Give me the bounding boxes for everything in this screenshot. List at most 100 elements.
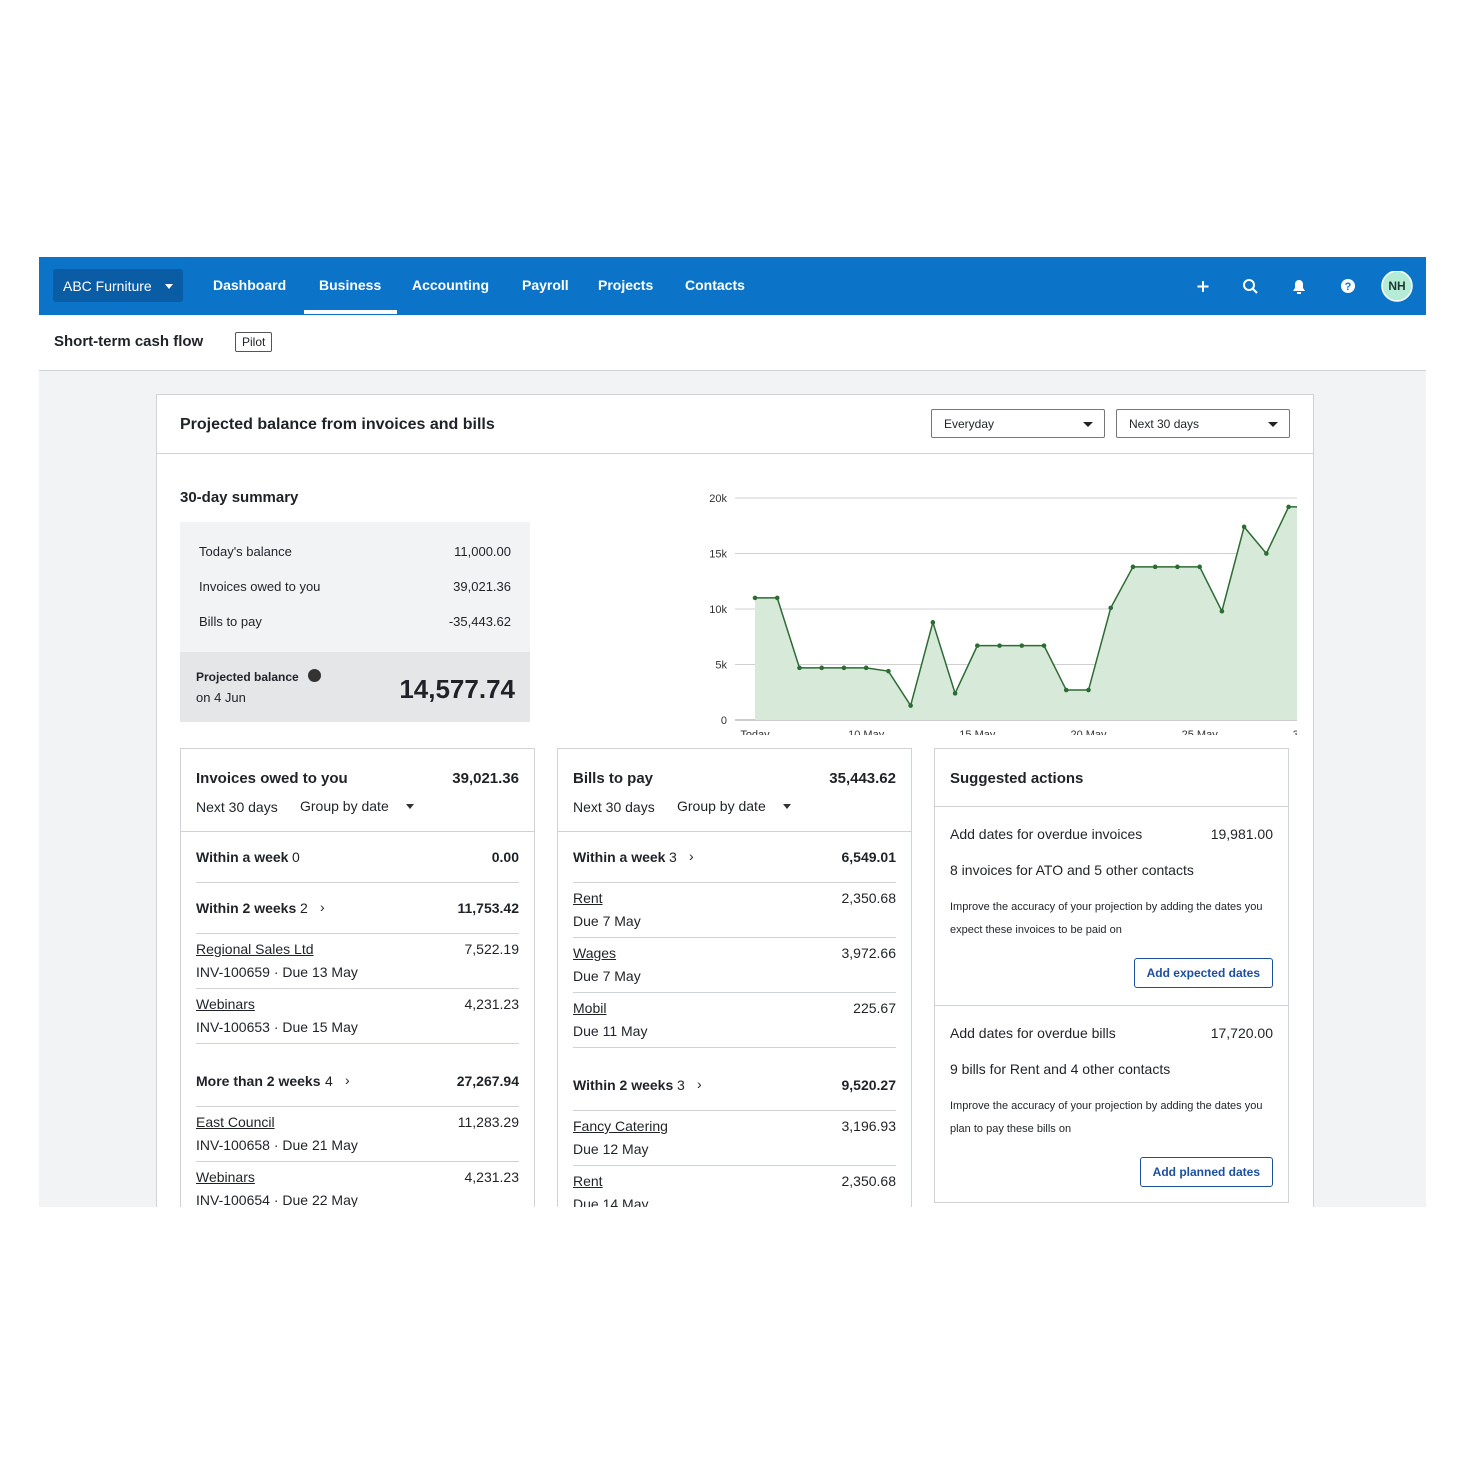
point	[1197, 564, 1202, 570]
app: ABC Furniture ? NH Dashboard Business Acco…	[39, 257, 1426, 1207]
chevron: ›	[345, 1072, 350, 1088]
group-label: Within a week	[573, 849, 666, 865]
point	[863, 665, 869, 671]
item-name[interactable]: Fancy Catering	[573, 1118, 668, 1134]
point	[1241, 524, 1247, 530]
group-row[interactable]: Within a week 3 › 6,549.01	[573, 832, 896, 883]
page-title: Short-term cash flow	[54, 333, 204, 350]
nav-item[interactable]: Payroll	[522, 277, 569, 293]
point	[819, 665, 824, 671]
projected-label: Projected balance	[196, 670, 299, 684]
summary-label: Today's balance	[199, 544, 292, 559]
point	[1086, 687, 1091, 693]
search-icon[interactable]	[1243, 279, 1258, 294]
action-description: Improve the accuracy of your projection …	[950, 901, 1263, 936]
group-row[interactable]: More than 2 weeks 4 › 27,267.94	[196, 1044, 519, 1107]
group-count: 4	[325, 1073, 333, 1089]
item-detail: INV-100658 · Due 21 May	[196, 1137, 358, 1153]
item-name[interactable]: Mobil	[573, 1000, 607, 1016]
item-name[interactable]: Regional Sales Ltd	[196, 941, 314, 957]
bell-icon[interactable]	[1293, 280, 1305, 294]
item-detail: INV-100653 · Due 15 May	[196, 1019, 358, 1035]
point	[1019, 643, 1025, 648]
item-name[interactable]: Rent	[573, 1173, 603, 1189]
avatar[interactable]	[1381, 271, 1413, 302]
group-total: 11,753.42	[457, 900, 519, 916]
summary-box: Projected balance on 4 Jun 14,577.74 Tod…	[180, 522, 530, 722]
item-detail: Due 7 May	[573, 913, 641, 929]
caret	[406, 804, 414, 813]
frequency-dropdown[interactable]: Everyday	[931, 409, 1105, 438]
group-by[interactable]: Group by date	[677, 798, 766, 814]
projected-date: on 4 Jun	[196, 690, 246, 705]
action-title: Add dates for overdue bills	[950, 1025, 1116, 1041]
pilot-badge: Pilot	[235, 332, 273, 352]
invoices-panel: Invoices owed to you 39,021.36 Next 30 day…	[180, 748, 535, 1207]
item-amount: 225.67	[853, 1000, 896, 1016]
group-total: 9,520.27	[841, 1077, 897, 1093]
group-total: 6,549.01	[841, 849, 897, 865]
point	[975, 643, 980, 648]
org-switcher[interactable]: ABC Furniture	[53, 269, 183, 302]
item-detail: INV-100654 · Due 22 May	[196, 1192, 358, 1207]
area	[755, 506, 1297, 720]
summary-value: 39,021.36	[453, 579, 511, 594]
action-amount: 19,981.00	[1210, 826, 1273, 842]
nav-item[interactable]: Projects	[598, 277, 654, 293]
point	[752, 595, 758, 601]
point	[997, 643, 1002, 648]
group-by[interactable]: Group by date	[300, 798, 389, 814]
action-title: Add dates for overdue invoices	[950, 826, 1143, 842]
group-label: Within 2 weeks	[573, 1077, 674, 1093]
info-icon[interactable]	[308, 669, 321, 682]
point	[841, 665, 847, 671]
active-underline	[304, 310, 397, 314]
summary-value: 11,000.00	[454, 544, 511, 559]
item-name[interactable]: Webinars	[196, 996, 255, 1012]
nav-item[interactable]: Dashboard	[213, 277, 287, 293]
group-label: Within 2 weeks	[196, 900, 297, 916]
help-icon[interactable]	[1341, 279, 1355, 293]
item-name[interactable]: Rent	[573, 890, 603, 906]
y-tick-label: 5k	[715, 660, 727, 672]
panel-header: Invoices owed to you 39,021.36 Next 30 day…	[181, 749, 534, 832]
balance-chart: 0 5k 10k 15k 20k Today 10 May 15 May 20 May 25 Ma…	[709, 493, 1297, 735]
panel-title: Bills to pay	[573, 770, 654, 787]
panel-total: 35,443.62	[829, 770, 896, 787]
item-row: Webinars INV-100653 · Due 15 May 4,231.23	[196, 989, 519, 1044]
action-button[interactable]: Add planned dates	[1139, 1157, 1273, 1187]
group-count: 3	[677, 1077, 685, 1093]
nav-item[interactable]: Accounting	[412, 277, 489, 293]
action-button[interactable]: Add expected dates	[1133, 958, 1273, 988]
add-icon[interactable]	[1197, 281, 1209, 292]
item-row: Regional Sales Ltd INV-100659 · Due 13 Ma…	[196, 934, 519, 989]
item-amount: 4,231.23	[464, 996, 520, 1012]
item-name[interactable]: East Council	[196, 1114, 275, 1130]
item-row: East Council INV-100658 · Due 21 May 11,28…	[196, 1107, 519, 1162]
avatar-initials: NH	[1388, 279, 1405, 293]
summary-label: Invoices owed to you	[199, 579, 321, 594]
item-detail: INV-100659 · Due 13 May	[196, 964, 358, 980]
panel-title: Suggested actions	[950, 770, 1084, 787]
item-name[interactable]: Webinars	[196, 1169, 255, 1185]
item-detail: Due 7 May	[573, 968, 641, 984]
action-amount: 17,720.00	[1210, 1025, 1273, 1041]
chevron: ›	[697, 1076, 702, 1092]
chevron: ›	[689, 848, 694, 864]
x-tick-label: 25 May	[1182, 729, 1219, 735]
range-dropdown[interactable]: Next 30 days	[1116, 409, 1290, 438]
nav-item[interactable]: Business	[319, 277, 382, 293]
item-amount: 3,196.93	[841, 1118, 897, 1134]
nav-item[interactable]: Contacts	[685, 277, 745, 293]
group-row[interactable]: Within 2 weeks 2 › 11,753.42	[196, 883, 519, 934]
suggested-panel: Suggested actions Add dates for overdue i…	[934, 748, 1289, 1203]
group-row[interactable]: Within 2 weeks 3 › 9,520.27	[573, 1048, 896, 1111]
action-subtitle: 9 bills for Rent and 4 other contacts	[950, 1061, 1171, 1077]
group-total: 0.00	[491, 849, 519, 865]
panel-header: Suggested actions	[935, 749, 1288, 807]
point	[1286, 504, 1291, 510]
caret	[165, 284, 173, 293]
item-amount: 2,350.68	[841, 1173, 897, 1189]
item-name[interactable]: Wages	[573, 945, 617, 961]
